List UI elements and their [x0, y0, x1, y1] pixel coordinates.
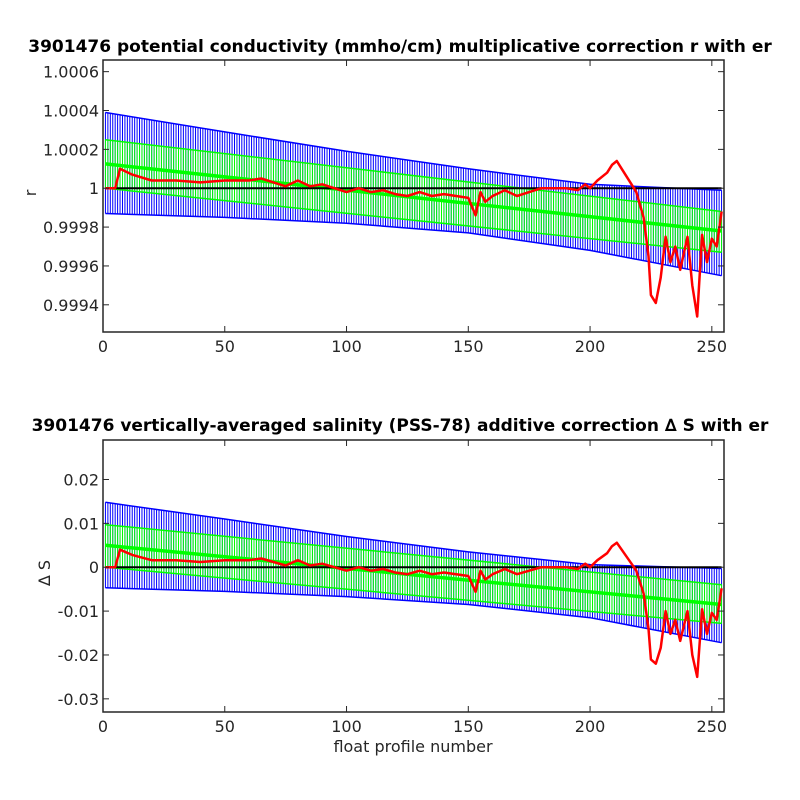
x-tick-label-salinity: 50 — [215, 717, 235, 736]
fit-upper-line-r — [105, 138, 722, 213]
y-tick-label-r: 0.9994 — [43, 296, 99, 315]
x-tick-label-salinity: 250 — [697, 717, 728, 736]
x-tick-label-salinity: 100 — [331, 717, 362, 736]
fit-upper-line-salinity — [105, 523, 722, 586]
y-tick-label-salinity: 0 — [89, 558, 99, 577]
y-tick-label-salinity: 0.02 — [63, 470, 99, 489]
y-axis-label-salinity: ∆ S — [35, 560, 54, 587]
y-tick-label-r: 1.0004 — [43, 102, 99, 121]
error-upper-line-r — [105, 111, 722, 191]
y-tick-label-r: 1.0006 — [43, 63, 99, 82]
x-tick-label-salinity: 150 — [453, 717, 484, 736]
axes-frame-salinity — [102, 439, 725, 713]
x-tick-label-r: 100 — [331, 337, 362, 356]
x-tick-label-salinity: 200 — [575, 717, 606, 736]
y-tick-label-salinity: -0.02 — [58, 646, 99, 665]
correction-series-line-salinity — [105, 541, 723, 679]
correction-series-line-r — [105, 159, 723, 318]
chart-title-r: 3901476 potential conductivity (mmho/cm)… — [28, 37, 772, 57]
x-tick-label-r: 0 — [98, 337, 108, 356]
panel-r-correction: 3901476 potential conductivity (mmho/cm)… — [21, 37, 772, 356]
y-tick-label-r: 1.0002 — [43, 140, 99, 159]
y-tick-label-salinity: 0.01 — [63, 514, 99, 533]
x-tick-label-r: 250 — [697, 337, 728, 356]
x-tick-label-r: 150 — [453, 337, 484, 356]
error-lower-line-salinity — [105, 587, 722, 644]
axes-frame-r — [102, 59, 725, 333]
plot-content-r — [104, 111, 723, 318]
fit-lower-line-salinity — [105, 566, 722, 625]
plot-content-salinity — [104, 501, 723, 679]
plot-area-salinity: 0 50 100 150 200 250 -0.03 -0.02 -0.01 0 0.01 0.02 — [58, 439, 728, 736]
plot-area-r: 0 50 100 150 200 250 0.9994 0.9996 0.9998 1 1.0002… — [43, 59, 728, 356]
x-tick-label-r: 200 — [575, 337, 606, 356]
fit-lower-line-r — [105, 187, 722, 254]
fit-center-line-r — [105, 162, 722, 233]
x-axis-label-salinity: float profile number — [333, 737, 493, 756]
panel-salinity-correction: 3901476 vertically-averaged salinity (PS… — [32, 416, 769, 756]
x-tick-label-salinity: 0 — [98, 717, 108, 736]
error-lower-line-r — [105, 212, 722, 277]
y-tick-label-salinity: -0.01 — [58, 602, 99, 621]
y-axis-label-r: r — [21, 189, 40, 196]
fit-center-line-salinity — [105, 543, 722, 607]
y-tick-label-r: 0.9998 — [43, 218, 99, 237]
y-tick-label-r: 0.9996 — [43, 257, 99, 276]
y-tick-label-r: 1 — [89, 179, 99, 198]
x-tick-label-r: 50 — [215, 337, 235, 356]
error-upper-line-salinity — [105, 501, 722, 570]
y-tick-label-salinity: -0.03 — [58, 690, 99, 709]
chart-title-salinity: 3901476 vertically-averaged salinity (PS… — [32, 416, 769, 436]
